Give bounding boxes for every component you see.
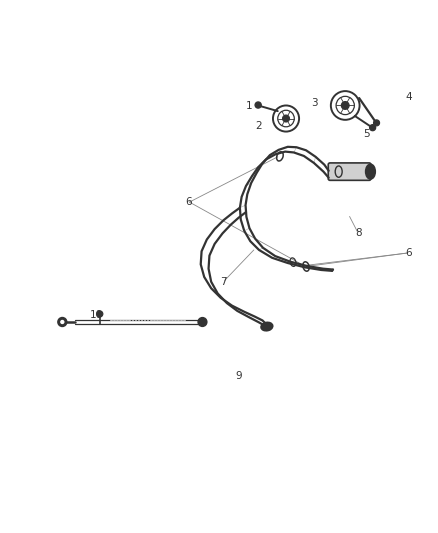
- Ellipse shape: [261, 322, 272, 330]
- Circle shape: [341, 102, 349, 109]
- Circle shape: [374, 120, 380, 126]
- Text: 2: 2: [255, 122, 261, 131]
- Circle shape: [198, 318, 207, 326]
- Text: 6: 6: [185, 197, 192, 207]
- Circle shape: [60, 320, 64, 324]
- Circle shape: [283, 115, 290, 122]
- Text: 4: 4: [405, 92, 412, 102]
- Circle shape: [370, 125, 376, 131]
- Text: 7: 7: [220, 277, 226, 287]
- Circle shape: [58, 318, 67, 326]
- Text: 8: 8: [355, 228, 362, 238]
- FancyBboxPatch shape: [328, 163, 371, 180]
- Ellipse shape: [366, 164, 375, 179]
- Circle shape: [255, 102, 261, 108]
- Circle shape: [97, 311, 103, 317]
- Text: 6: 6: [405, 248, 412, 259]
- Text: 1: 1: [246, 101, 253, 111]
- Text: 3: 3: [311, 98, 318, 108]
- Text: 10: 10: [90, 310, 103, 320]
- Text: 5: 5: [364, 129, 370, 139]
- Text: 9: 9: [235, 371, 242, 381]
